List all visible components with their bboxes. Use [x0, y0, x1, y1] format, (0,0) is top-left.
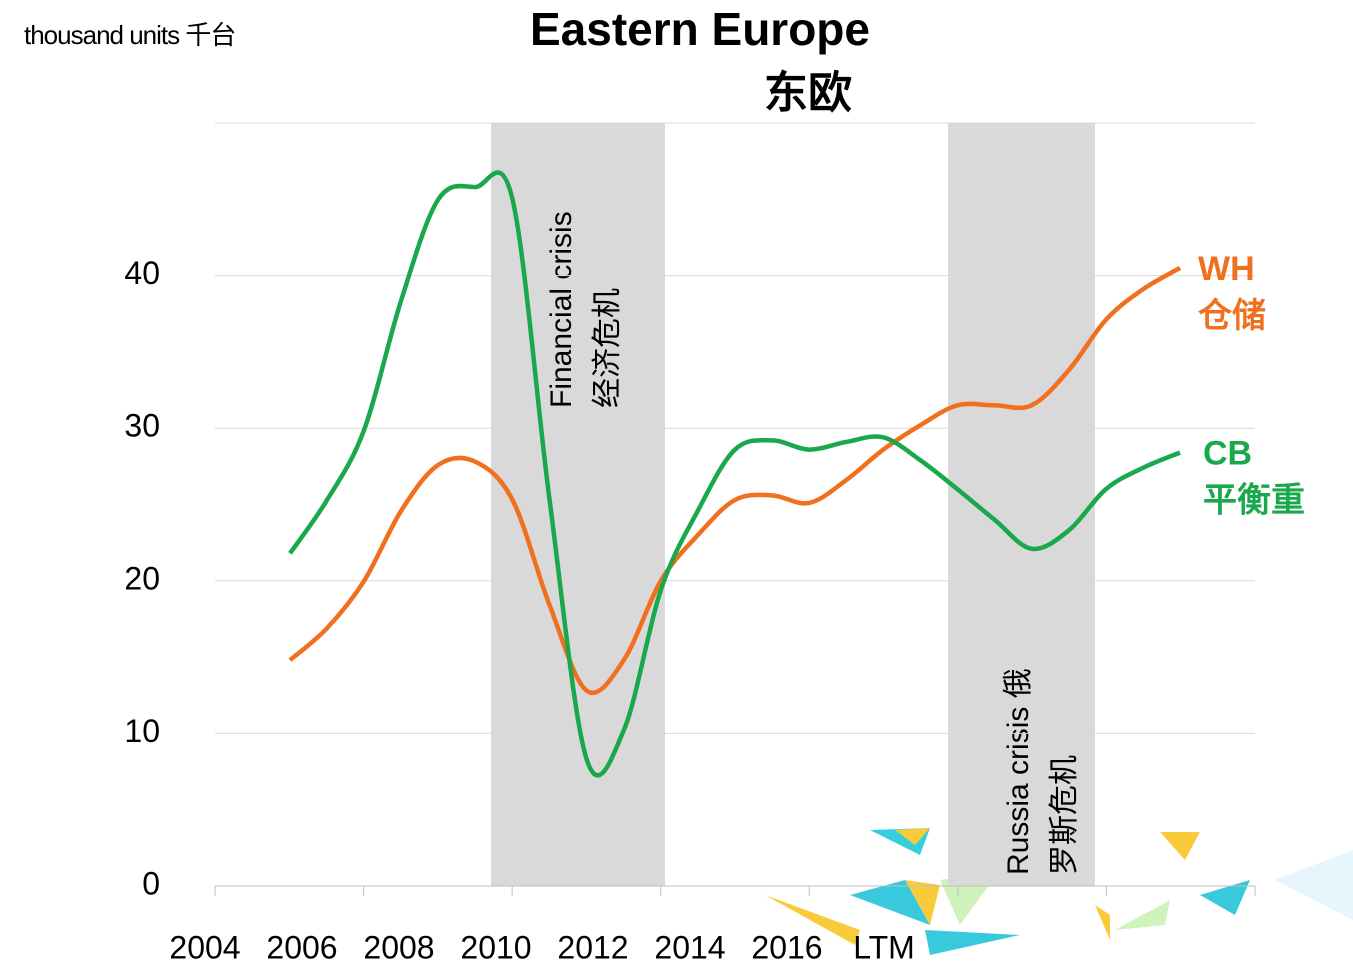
y-tick-label: 40 — [124, 255, 160, 291]
x-tick-label: 2008 — [363, 929, 434, 965]
series-label: WH — [1198, 250, 1255, 288]
shape — [1160, 832, 1200, 860]
annotation-text: Financial crisis — [545, 211, 578, 408]
annotation-text: Russia crisis 俄 — [1002, 668, 1035, 875]
x-tick-label: 2004 — [169, 929, 240, 965]
shape — [1200, 880, 1250, 915]
series-sublabel: 平衡重 — [1203, 482, 1305, 520]
x-tick-label: 2014 — [654, 929, 725, 965]
shape — [925, 930, 1020, 955]
chart-subtitle: 东欧 — [764, 69, 852, 118]
x-tick-label: 2012 — [557, 929, 628, 965]
y-tick-label: 20 — [124, 560, 160, 596]
page: Eastern Europe 东欧 thousand units 千台 Fina… — [0, 0, 1353, 966]
shape — [1275, 850, 1353, 920]
series-label: CB — [1203, 435, 1252, 473]
x-tick-label: 2016 — [751, 929, 822, 965]
y-tick-label: 10 — [124, 713, 160, 749]
annotation-text-cn: 经济危机 — [591, 288, 624, 408]
x-tick-label: LTM — [853, 929, 915, 965]
chart: Eastern Europe 东欧 thousand units 千台 Fina… — [0, 0, 1353, 966]
shape — [1115, 900, 1170, 930]
shape — [1095, 905, 1110, 940]
y-tick-label: 0 — [142, 865, 160, 901]
series-sublabel: 仓储 — [1198, 297, 1266, 335]
chart-title: Eastern Europe — [530, 3, 870, 55]
x-tick-label: 2006 — [266, 929, 337, 965]
y-tick-label: 30 — [124, 408, 160, 444]
x-tick-label: 2010 — [460, 929, 531, 965]
y-label-box: thousand units 千台 — [24, 20, 279, 100]
annotation-text-cn: 罗斯危机 — [1048, 755, 1081, 875]
y-axis-label: thousand units 千台 — [24, 20, 274, 50]
